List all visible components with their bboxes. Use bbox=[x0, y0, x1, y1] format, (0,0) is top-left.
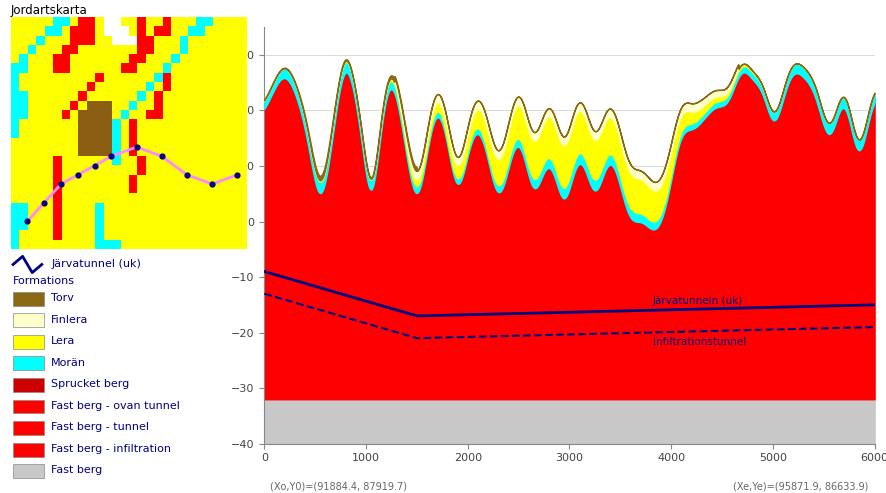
FancyBboxPatch shape bbox=[13, 335, 44, 349]
Point bbox=[37, 199, 51, 207]
FancyBboxPatch shape bbox=[13, 314, 44, 327]
Text: Fast berg - tunnel: Fast berg - tunnel bbox=[51, 423, 149, 432]
Text: Fast berg - ovan tunnel: Fast berg - ovan tunnel bbox=[51, 401, 180, 411]
Text: Morän: Morän bbox=[51, 358, 86, 368]
Point bbox=[105, 152, 119, 160]
Text: Lera: Lera bbox=[51, 336, 75, 346]
FancyBboxPatch shape bbox=[13, 292, 44, 306]
Text: Järvatunnel (uk): Järvatunnel (uk) bbox=[51, 259, 141, 270]
FancyBboxPatch shape bbox=[13, 399, 44, 414]
Text: infiltrationstunnel: infiltrationstunnel bbox=[652, 337, 745, 347]
FancyBboxPatch shape bbox=[13, 464, 44, 478]
FancyBboxPatch shape bbox=[13, 421, 44, 435]
Point bbox=[180, 171, 194, 179]
Point bbox=[71, 171, 85, 179]
FancyBboxPatch shape bbox=[13, 356, 44, 370]
FancyBboxPatch shape bbox=[13, 443, 44, 457]
Point bbox=[54, 180, 68, 188]
Text: Järvatunneln (uk): Järvatunneln (uk) bbox=[652, 296, 742, 306]
Point bbox=[88, 162, 102, 170]
FancyBboxPatch shape bbox=[13, 378, 44, 392]
Text: Fast berg - infiltration: Fast berg - infiltration bbox=[51, 444, 171, 454]
Text: Finlera: Finlera bbox=[51, 315, 89, 324]
Point bbox=[205, 180, 219, 188]
Text: Formations: Formations bbox=[13, 276, 75, 285]
Text: Jordartskarta: Jordartskarta bbox=[11, 4, 88, 17]
Point bbox=[230, 171, 245, 179]
Text: (Xo,Y0)=(91884.4, 87919.7): (Xo,Y0)=(91884.4, 87919.7) bbox=[270, 481, 407, 491]
Text: Sprucket berg: Sprucket berg bbox=[51, 379, 129, 389]
Text: Torv: Torv bbox=[51, 293, 74, 303]
Point bbox=[154, 152, 168, 160]
Text: (Xe,Ye)=(95871.9, 86633.9): (Xe,Ye)=(95871.9, 86633.9) bbox=[732, 481, 867, 491]
Point bbox=[20, 217, 35, 225]
Point bbox=[129, 143, 144, 151]
Text: Fast berg: Fast berg bbox=[51, 465, 103, 475]
